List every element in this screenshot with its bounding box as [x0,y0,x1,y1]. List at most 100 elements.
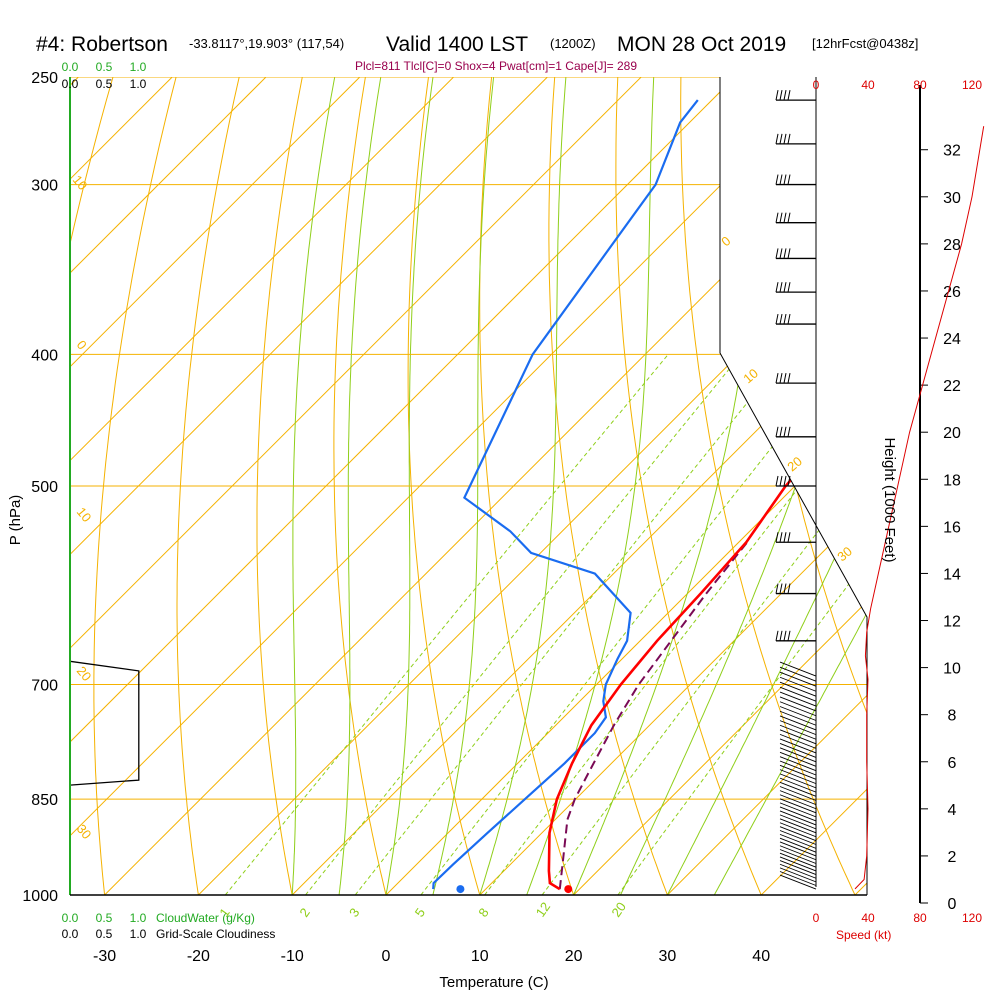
wind-barb-low [779,715,817,731]
wind-barb-low [779,837,817,853]
wind-barb-flag [779,248,783,259]
wind-barb-low [779,769,817,785]
mixing-ratio-5 [420,353,846,895]
cloud-water-scale-top: 0.0 [62,60,79,74]
wind-barb-flag [787,532,791,543]
wind-barb-low [779,845,817,861]
height-tick-label: 18 [943,472,961,489]
wind-barb-low [779,701,817,717]
wind-barb-flag [783,212,787,223]
pressure-tick-label: 850 [31,792,58,809]
temperature-tick-label: -10 [281,948,304,965]
cloudiness-scale-top: 0.5 [96,77,113,91]
wind-barb-flag [779,426,783,437]
wind-barb-low [779,790,817,806]
cloudiness-profile [70,660,140,786]
height-tick-label: 26 [943,284,961,301]
wind-barb-flag [787,426,791,437]
wind-speed-profile [854,126,985,890]
wind-barb-flag [783,475,787,487]
wind-barb-flag [779,90,783,101]
wind-barb-low [779,751,817,767]
wind-barb-low [779,786,817,801]
wind-barb-flag [779,373,783,384]
moist-adiabat-10 [479,77,567,895]
wind-barb-flag [775,630,779,641]
wind-barb-low [779,777,817,793]
cloud-water-scale-top: 0.5 [96,60,113,74]
isotherm-10 [479,77,867,895]
dry-adiabat-30 [548,77,680,895]
mixing-ratio-2 [305,353,742,895]
wind-barb-low [779,806,817,822]
y-axis-title: P (hPa) [7,495,24,546]
dry-adiabat-70 [805,77,867,895]
wind-barb-low [779,756,817,772]
wind-barb-flag [787,212,791,223]
cloudiness-scale-bottom: 1.0 [130,927,147,941]
wind-barb-flag [775,313,779,325]
height-tick-label: 6 [948,755,957,772]
wind-barb-flag [787,248,791,259]
isotherm--100 [70,77,267,895]
plot-frame [69,77,921,903]
dry-adiabat-label: 30 [834,544,855,565]
wind-barb-low [779,781,817,797]
pressure-tick-label: 1000 [22,888,58,905]
temperature-tick-label: 40 [752,948,770,965]
mixing-ratio-3 [354,353,787,895]
wind-barb-flag [783,426,787,437]
wind-barb-flag [783,313,787,325]
height-tick-label: 12 [943,614,961,631]
wind-barb-low [779,773,817,789]
moist-adiabat-30 [666,77,867,895]
wind-barb-low [779,833,817,849]
dry-adiabat-label: 10 [70,172,91,193]
wind-barb-flag [787,90,791,101]
speed-scale-bottom: 0 [813,911,820,925]
wind-barb-low [779,738,817,754]
speed-scale-top: 80 [913,78,927,92]
wind-barb-flag [775,426,779,437]
isotherm--80 [70,77,454,895]
wind-barb-flag [779,532,783,543]
wind-barb-low [779,760,817,776]
temperature-tick-label: 30 [659,948,677,965]
dry-adiabat-label: 0 [718,233,733,249]
speed-scale-bottom: 120 [962,911,982,925]
moist-adiabat-15 [526,77,655,895]
wind-barb-flag [787,313,791,325]
wind-barb-low [779,671,817,687]
wind-barb-flag [775,475,779,487]
wind-barb-low [779,710,817,726]
wind-barb-flag [779,630,783,641]
dry-adiabat-label: 0 [74,337,90,352]
valid-time: Valid 1400 LST [386,33,528,56]
wind-barb-flag [783,583,787,594]
temperature-tick-label: 0 [382,948,391,965]
height-tick-label: 8 [948,708,957,725]
cloudiness-scale-bottom: 0.0 [62,927,79,941]
moist-adiabat--10 [291,77,336,895]
wind-barb-flag [775,212,779,223]
cloudiness-scale-top: 0.0 [62,77,79,91]
wind-barb-flag [787,373,791,384]
cloud-water-scale-bottom: 0.5 [96,911,113,925]
wind-barb-low [779,810,817,826]
wind-barb-low [779,681,817,697]
dry-adiabat-label: 30 [74,821,95,842]
wind-barb-flag [775,583,779,594]
dry-adiabat-label: 20 [784,454,805,475]
wind-barb-low [779,724,817,740]
height-tick-label: 4 [948,802,957,819]
wind-barb-low [779,666,817,682]
height-tick-label: 30 [943,190,961,207]
height-tick-label: 28 [943,237,961,254]
wind-barb-low [779,733,817,749]
wind-barb-low [779,798,817,814]
isotherm-30 [667,77,867,895]
wind-barbs [775,90,817,890]
station-coords: -33.8117°,19.903° (117,54) [189,36,344,51]
wind-barb-flag [787,282,791,293]
